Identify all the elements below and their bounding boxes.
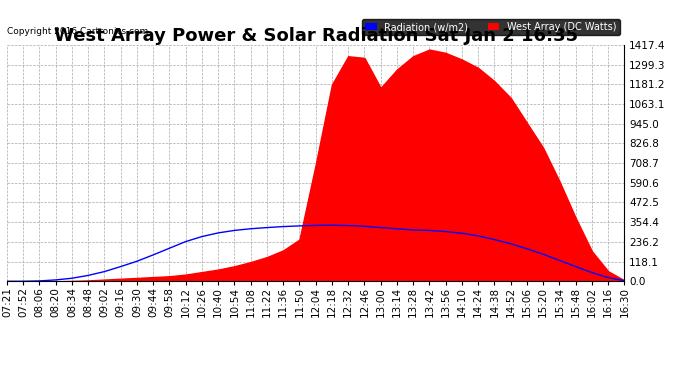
Title: West Array Power & Solar Radiation Sat Jan 2 16:35: West Array Power & Solar Radiation Sat J… <box>54 27 578 45</box>
Text: Copyright 2016 Cartronics.com: Copyright 2016 Cartronics.com <box>7 27 148 36</box>
Legend: Radiation (w/m2), West Array (DC Watts): Radiation (w/m2), West Array (DC Watts) <box>362 19 620 35</box>
